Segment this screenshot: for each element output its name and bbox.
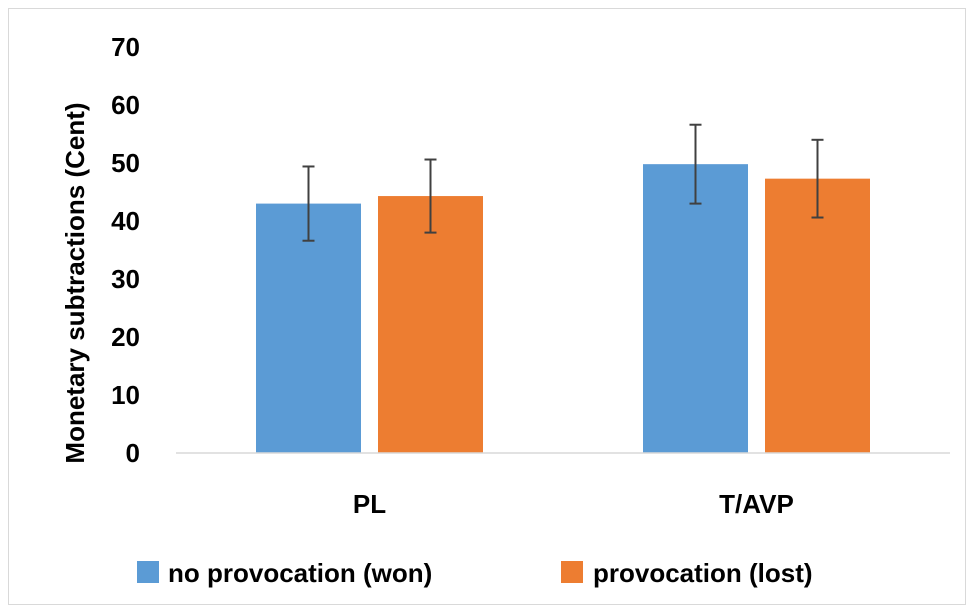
- error-bar: [424, 158, 437, 234]
- x-axis-ticks: PL T/AVP: [353, 489, 794, 519]
- y-tick-label: 0: [126, 438, 140, 468]
- legend-item: provocation (lost): [561, 558, 813, 588]
- legend: no provocation (won) provocation (lost): [137, 558, 813, 588]
- y-tick-label: 40: [111, 206, 140, 236]
- error-bar: [302, 165, 315, 242]
- legend-label: no provocation (won): [168, 558, 432, 588]
- legend-swatch: [137, 561, 159, 583]
- y-tick-label: 30: [111, 264, 140, 294]
- error-bar: [689, 123, 702, 205]
- legend-label: provocation (lost): [593, 558, 813, 588]
- legend-swatch: [561, 561, 583, 583]
- y-tick-label: 20: [111, 322, 140, 352]
- legend-item: no provocation (won): [137, 558, 432, 588]
- y-tick-label: 50: [111, 148, 140, 178]
- bar-t-avp-series-1: [765, 178, 870, 453]
- x-category-label: T/AVP: [719, 489, 794, 519]
- bars: [256, 164, 870, 453]
- y-tick-label: 10: [111, 380, 140, 410]
- y-axis-title: Monetary subtractions (Cent): [60, 102, 90, 463]
- bar-pl-series-0: [256, 203, 361, 453]
- y-tick-label: 60: [111, 90, 140, 120]
- error-bar: [811, 138, 824, 219]
- y-axis-ticks: 0 10 20 30 40 50 60 70: [111, 32, 140, 468]
- bar-pl-series-1: [378, 196, 483, 453]
- bar-t-avp-series-0: [643, 164, 748, 453]
- error-bars: [302, 123, 824, 242]
- x-category-label: PL: [353, 489, 386, 519]
- y-tick-label: 70: [111, 32, 140, 62]
